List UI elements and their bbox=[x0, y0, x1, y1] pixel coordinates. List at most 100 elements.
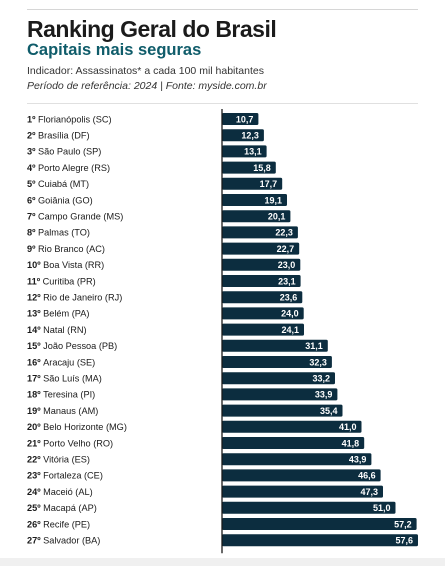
value-label-12: 23,6 bbox=[280, 293, 298, 303]
category-label-7: 7º Campo Grande (MS) bbox=[27, 212, 123, 222]
chart-title: Ranking Geral do Brasil bbox=[27, 16, 277, 42]
rank-label: 16º bbox=[27, 357, 43, 367]
category-label-10: 10º Boa Vista (RR) bbox=[27, 260, 104, 270]
city-label: Goiânia (GO) bbox=[38, 195, 93, 205]
category-label-3: 3º São Paulo (SP) bbox=[27, 147, 101, 157]
value-label-22: 43,9 bbox=[349, 455, 367, 465]
rank-label: 2º bbox=[27, 131, 38, 141]
bar-27 bbox=[222, 534, 418, 547]
city-label: São Luís (MA) bbox=[43, 374, 102, 384]
value-label-23: 46,6 bbox=[358, 471, 376, 481]
category-label-25: 25º Macapá (AP) bbox=[27, 503, 97, 513]
rank-label: 15º bbox=[27, 341, 43, 351]
value-label-11: 23,1 bbox=[278, 276, 296, 286]
rank-label: 4º bbox=[27, 163, 38, 173]
city-label: Maceió (AL) bbox=[43, 487, 93, 497]
city-label: Boa Vista (RR) bbox=[43, 260, 104, 270]
rank-label: 7º bbox=[27, 212, 38, 222]
value-label-14: 24,1 bbox=[281, 325, 299, 335]
chart-subtitle: Capitais mais seguras bbox=[27, 41, 202, 59]
city-label: Campo Grande (MS) bbox=[38, 212, 123, 222]
rank-label: 1º bbox=[27, 114, 38, 124]
bar-4 bbox=[222, 161, 276, 174]
bar-13 bbox=[222, 307, 304, 320]
rank-label: 13º bbox=[27, 309, 43, 319]
city-label: Macapá (AP) bbox=[43, 503, 97, 513]
value-label-6: 19,1 bbox=[264, 195, 282, 205]
value-label-1: 10,7 bbox=[236, 114, 254, 124]
category-label-17: 17º São Luís (MA) bbox=[27, 374, 102, 384]
bar-25 bbox=[222, 501, 396, 514]
value-label-7: 20,1 bbox=[268, 212, 286, 222]
bar-12 bbox=[222, 291, 303, 304]
city-label: Curitiba (PR) bbox=[43, 276, 96, 286]
bar-26 bbox=[222, 518, 417, 530]
city-label: Salvador (BA) bbox=[43, 536, 100, 546]
category-label-8: 8º Palmas (TO) bbox=[27, 228, 90, 238]
bar-8 bbox=[222, 226, 298, 239]
category-label-18: 18º Teresina (PI) bbox=[27, 390, 95, 400]
bar-18 bbox=[222, 388, 338, 401]
rank-label: 27º bbox=[27, 536, 43, 546]
city-label: Brasília (DF) bbox=[38, 131, 90, 141]
bar-7 bbox=[222, 210, 291, 223]
bar-16 bbox=[222, 356, 332, 368]
city-label: Recife (PE) bbox=[43, 519, 90, 529]
category-label-6: 6º Goiânia (GO) bbox=[27, 195, 93, 205]
rank-label: 8º bbox=[27, 228, 38, 238]
rank-label: 22º bbox=[27, 455, 43, 465]
category-label-20: 20º Belo Horizonte (MG) bbox=[27, 422, 127, 432]
value-label-25: 51,0 bbox=[373, 503, 391, 513]
value-label-17: 33,2 bbox=[312, 374, 330, 384]
category-label-11: 11º Curitiba (PR) bbox=[27, 276, 96, 286]
period-source-note: Período de referência: 2024 | Fonte: mys… bbox=[27, 80, 267, 92]
city-label: Belém (PA) bbox=[43, 309, 89, 319]
rank-label: 9º bbox=[27, 244, 38, 254]
value-label-2: 12,3 bbox=[241, 131, 259, 141]
value-label-18: 33,9 bbox=[315, 390, 333, 400]
category-label-24: 24º Maceió (AL) bbox=[27, 487, 93, 497]
rank-label: 17º bbox=[27, 374, 43, 384]
city-label: Palmas (TO) bbox=[38, 228, 90, 238]
category-label-26: 26º Recife (PE) bbox=[27, 519, 90, 529]
bar-5 bbox=[222, 177, 283, 190]
bar-3 bbox=[222, 145, 267, 158]
value-label-20: 41,0 bbox=[339, 422, 357, 432]
rank-label: 10º bbox=[27, 260, 43, 270]
city-label: Vitória (ES) bbox=[43, 455, 90, 465]
city-label: Rio Branco (AC) bbox=[38, 244, 105, 254]
top-divider bbox=[27, 9, 418, 10]
category-label-15: 15º João Pessoa (PB) bbox=[27, 341, 117, 351]
rank-label: 18º bbox=[27, 390, 43, 400]
value-label-16: 32,3 bbox=[309, 357, 327, 367]
value-label-27: 57,6 bbox=[395, 536, 413, 546]
rank-label: 3º bbox=[27, 147, 38, 157]
bar-11 bbox=[222, 275, 301, 287]
bar-17 bbox=[222, 372, 335, 385]
value-label-21: 41,8 bbox=[342, 438, 360, 448]
bar-6 bbox=[222, 194, 287, 206]
category-label-2: 2º Brasília (DF) bbox=[27, 131, 90, 141]
rank-label: 5º bbox=[27, 179, 38, 189]
bar-15 bbox=[222, 339, 328, 352]
rank-label: 20º bbox=[27, 422, 43, 432]
value-label-8: 22,3 bbox=[275, 228, 293, 238]
rank-label: 6º bbox=[27, 195, 38, 205]
category-label-14: 14º Natal (RN) bbox=[27, 325, 87, 335]
bar-21 bbox=[222, 437, 365, 449]
rank-label: 23º bbox=[27, 471, 43, 481]
bar-14 bbox=[222, 323, 304, 336]
category-label-21: 21º Porto Velho (RO) bbox=[27, 438, 113, 448]
category-label-5: 5º Cuiabá (MT) bbox=[27, 179, 89, 189]
city-label: Teresina (PI) bbox=[43, 390, 95, 400]
rank-label: 24º bbox=[27, 487, 43, 497]
category-label-1: 1º Florianópolis (SC) bbox=[27, 114, 112, 124]
indicator-note: Indicador: Assassinatos* a cada 100 mil … bbox=[27, 65, 264, 77]
value-label-4: 15,8 bbox=[253, 163, 271, 173]
bar-22 bbox=[222, 453, 372, 466]
category-label-12: 12º Rio de Janeiro (RJ) bbox=[27, 293, 122, 303]
value-label-15: 31,1 bbox=[305, 341, 323, 351]
value-label-13: 24,0 bbox=[281, 309, 299, 319]
rank-label: 25º bbox=[27, 503, 43, 513]
